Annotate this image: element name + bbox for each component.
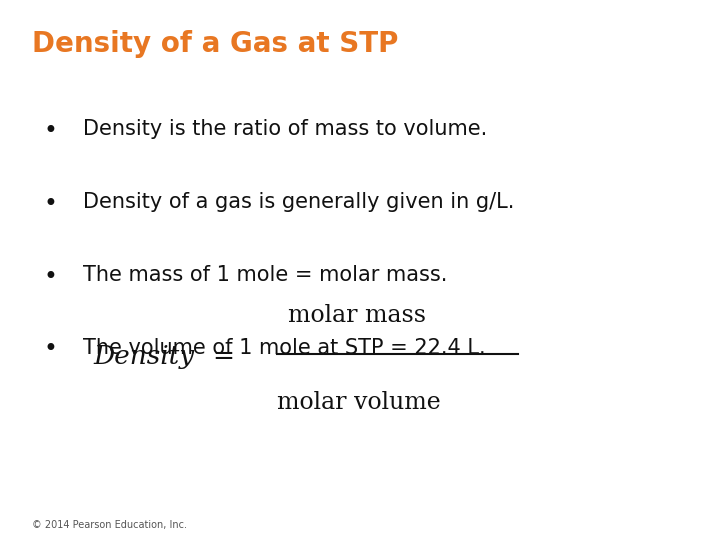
Text: molar volume: molar volume: [277, 391, 441, 414]
Text: Density is the ratio of mass to volume.: Density is the ratio of mass to volume.: [83, 119, 487, 139]
Text: molar mass: molar mass: [288, 305, 426, 327]
Text: The volume of 1 mole at STP = 22.4 L.: The volume of 1 mole at STP = 22.4 L.: [83, 338, 485, 357]
Text: •: •: [43, 192, 58, 215]
Text: Density of a Gas at STP: Density of a Gas at STP: [32, 30, 399, 58]
Text: •: •: [43, 119, 58, 143]
Text: © 2014 Pearson Education, Inc.: © 2014 Pearson Education, Inc.: [32, 520, 187, 530]
Text: •: •: [43, 265, 58, 288]
Text: Density: Density: [94, 344, 194, 369]
Text: Density of a gas is generally given in g/L.: Density of a gas is generally given in g…: [83, 192, 514, 212]
Text: =: =: [212, 344, 235, 369]
Text: •: •: [43, 338, 58, 361]
Text: The mass of 1 mole = molar mass.: The mass of 1 mole = molar mass.: [83, 265, 447, 285]
